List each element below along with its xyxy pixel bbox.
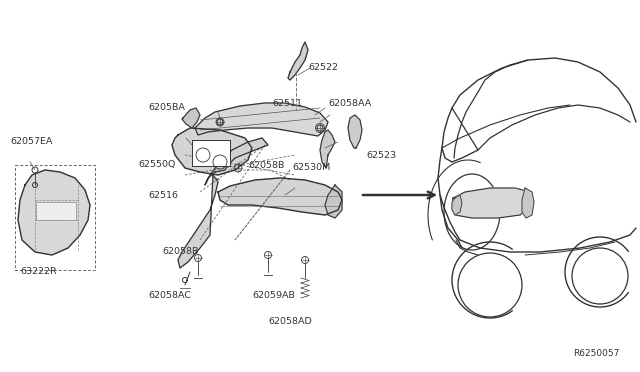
Polygon shape <box>218 178 342 215</box>
Text: 62522: 62522 <box>308 64 338 73</box>
Text: 62058AC: 62058AC <box>148 291 191 299</box>
Text: 62516: 62516 <box>148 190 178 199</box>
Polygon shape <box>205 138 268 185</box>
Text: 62523: 62523 <box>366 151 396 160</box>
Polygon shape <box>522 188 534 218</box>
Polygon shape <box>18 170 90 255</box>
Text: 62530M: 62530M <box>292 164 330 173</box>
Polygon shape <box>320 130 335 168</box>
Text: 62057EA: 62057EA <box>10 138 52 147</box>
Polygon shape <box>452 188 532 218</box>
Polygon shape <box>178 175 218 268</box>
Polygon shape <box>452 195 462 215</box>
Text: 62059AB: 62059AB <box>252 291 295 299</box>
Polygon shape <box>182 108 200 128</box>
Polygon shape <box>348 115 362 148</box>
Bar <box>36 202 76 220</box>
Text: 62058AA: 62058AA <box>328 99 371 108</box>
Polygon shape <box>288 42 308 80</box>
Text: 63222R: 63222R <box>20 267 57 276</box>
Text: 62058B: 62058B <box>248 160 284 170</box>
Text: 62550Q: 62550Q <box>138 160 175 170</box>
Polygon shape <box>195 103 328 136</box>
Text: 62058AD: 62058AD <box>268 317 312 327</box>
Text: 62058B: 62058B <box>162 247 198 257</box>
Text: R6250057: R6250057 <box>573 349 620 358</box>
Polygon shape <box>325 185 342 218</box>
Polygon shape <box>172 128 252 175</box>
Bar <box>192 140 230 166</box>
Text: 6205BA: 6205BA <box>148 103 185 112</box>
Text: 62511: 62511 <box>272 99 302 108</box>
